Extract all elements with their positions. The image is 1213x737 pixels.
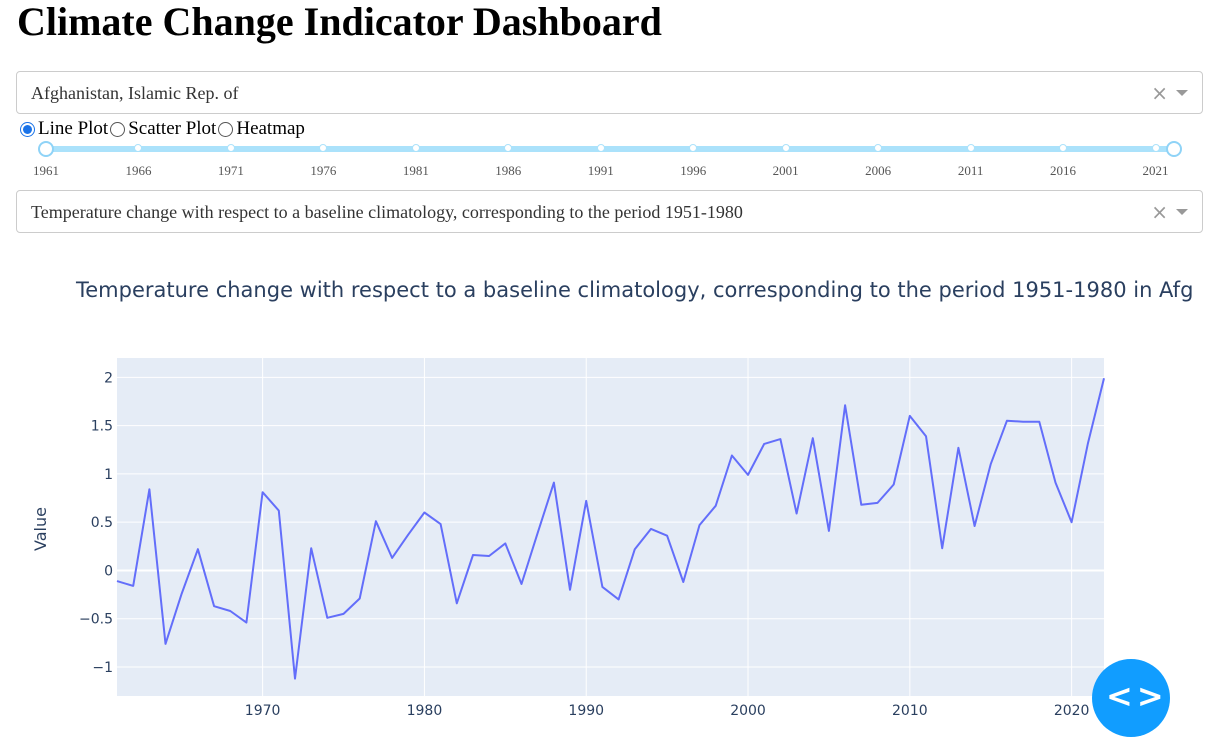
clear-indicator-icon[interactable]: ×: [1151, 200, 1168, 224]
slider-mark-label: 2011: [957, 163, 984, 178]
radio-heatmap[interactable]: Heatmap: [218, 118, 305, 140]
slider-dot[interactable]: [411, 144, 420, 152]
slider-dot[interactable]: [226, 144, 235, 152]
radio-circle-icon[interactable]: [20, 121, 35, 137]
x-tick-label: 2020: [1054, 703, 1090, 719]
year-range-slider[interactable]: 1961 1966 1971 1976 1981 1986 1991 1996 2001 2006…: [0, 138, 1213, 183]
clear-country-icon[interactable]: ×: [1151, 81, 1168, 105]
radio-label: Line Plot: [38, 118, 109, 139]
radio-label: Heatmap: [236, 118, 305, 139]
y-tick-label: 0: [104, 563, 113, 579]
slider-dot[interactable]: [504, 144, 513, 152]
slider-mark-label: 2006: [865, 163, 892, 178]
slider-handle-end[interactable]: [1166, 141, 1182, 157]
slider-dot[interactable]: [689, 144, 698, 152]
slider-mark-label: 1971: [217, 163, 244, 178]
slider-dot[interactable]: [781, 144, 790, 152]
y-tick-label: −1: [92, 660, 113, 676]
chart-title: Temperature change with respect to a bas…: [75, 278, 1193, 302]
slider-dot[interactable]: [319, 144, 328, 152]
chevron-down-icon[interactable]: [1176, 209, 1188, 215]
slider-mark-label: 1981: [402, 163, 429, 178]
slider-mark-label: 1961: [33, 163, 59, 178]
page-title: Climate Change Indicator Dashboard: [17, 0, 662, 44]
slider-dot[interactable]: [1151, 144, 1160, 152]
slider-mark-label: 1986: [495, 163, 522, 178]
x-tick-label: 2000: [730, 703, 766, 719]
plot-type-radio-group: Line Plot Scatter Plot Heatmap: [20, 118, 307, 140]
slider-mark-label: 1966: [125, 163, 152, 178]
radio-scatter-plot[interactable]: Scatter Plot: [110, 118, 216, 140]
y-tick-label: 2: [104, 370, 113, 386]
slider-handle-start[interactable]: [38, 141, 54, 157]
slider-mark-label: 2021: [1142, 163, 1169, 178]
slider-dot[interactable]: [134, 144, 143, 152]
slider-mark-label: 2001: [772, 163, 799, 178]
x-tick-label: 1990: [568, 703, 604, 719]
slider-dot[interactable]: [874, 144, 883, 152]
x-tick-label: 2010: [892, 703, 928, 719]
country-dropdown-value: Afghanistan, Islamic Rep. of: [31, 83, 239, 103]
slider-track[interactable]: [46, 146, 1174, 152]
plot-background: [117, 358, 1104, 696]
slider-mark-label: 1976: [310, 163, 337, 178]
slider-mark-label: 2016: [1050, 163, 1077, 178]
code-toggle-button[interactable]: <>: [1092, 659, 1170, 737]
y-tick-label: −0.5: [79, 612, 113, 628]
indicator-dropdown-value: Temperature change with respect to a bas…: [31, 202, 743, 222]
radio-circle-icon[interactable]: [110, 121, 126, 137]
y-tick-label: 1: [104, 467, 113, 483]
y-tick-label: 0.5: [91, 515, 113, 531]
line-chart: Temperature change with respect to a bas…: [31, 278, 1193, 719]
series-line: [116, 378, 1105, 680]
slider-mark-label: 1991: [587, 163, 614, 178]
slider-dot[interactable]: [596, 144, 605, 152]
slider-dot[interactable]: [1059, 144, 1068, 152]
indicator-dropdown[interactable]: Temperature change with respect to a bas…: [16, 190, 1203, 233]
x-tick-label: 1970: [245, 703, 281, 719]
country-dropdown[interactable]: Afghanistan, Islamic Rep. of ×: [16, 71, 1203, 114]
slider-mark-label: 1996: [680, 163, 707, 178]
radio-circle-icon[interactable]: [218, 121, 234, 137]
chevron-down-icon[interactable]: [1176, 90, 1188, 96]
code-arrows-icon: <>: [1106, 677, 1168, 715]
slider-dot[interactable]: [966, 144, 975, 152]
y-axis-label: Value: [31, 507, 50, 551]
radio-label: Scatter Plot: [128, 118, 217, 139]
x-tick-label: 1980: [407, 703, 443, 719]
y-tick-label: 1.5: [91, 419, 113, 435]
radio-line-plot[interactable]: Line Plot: [20, 118, 108, 140]
